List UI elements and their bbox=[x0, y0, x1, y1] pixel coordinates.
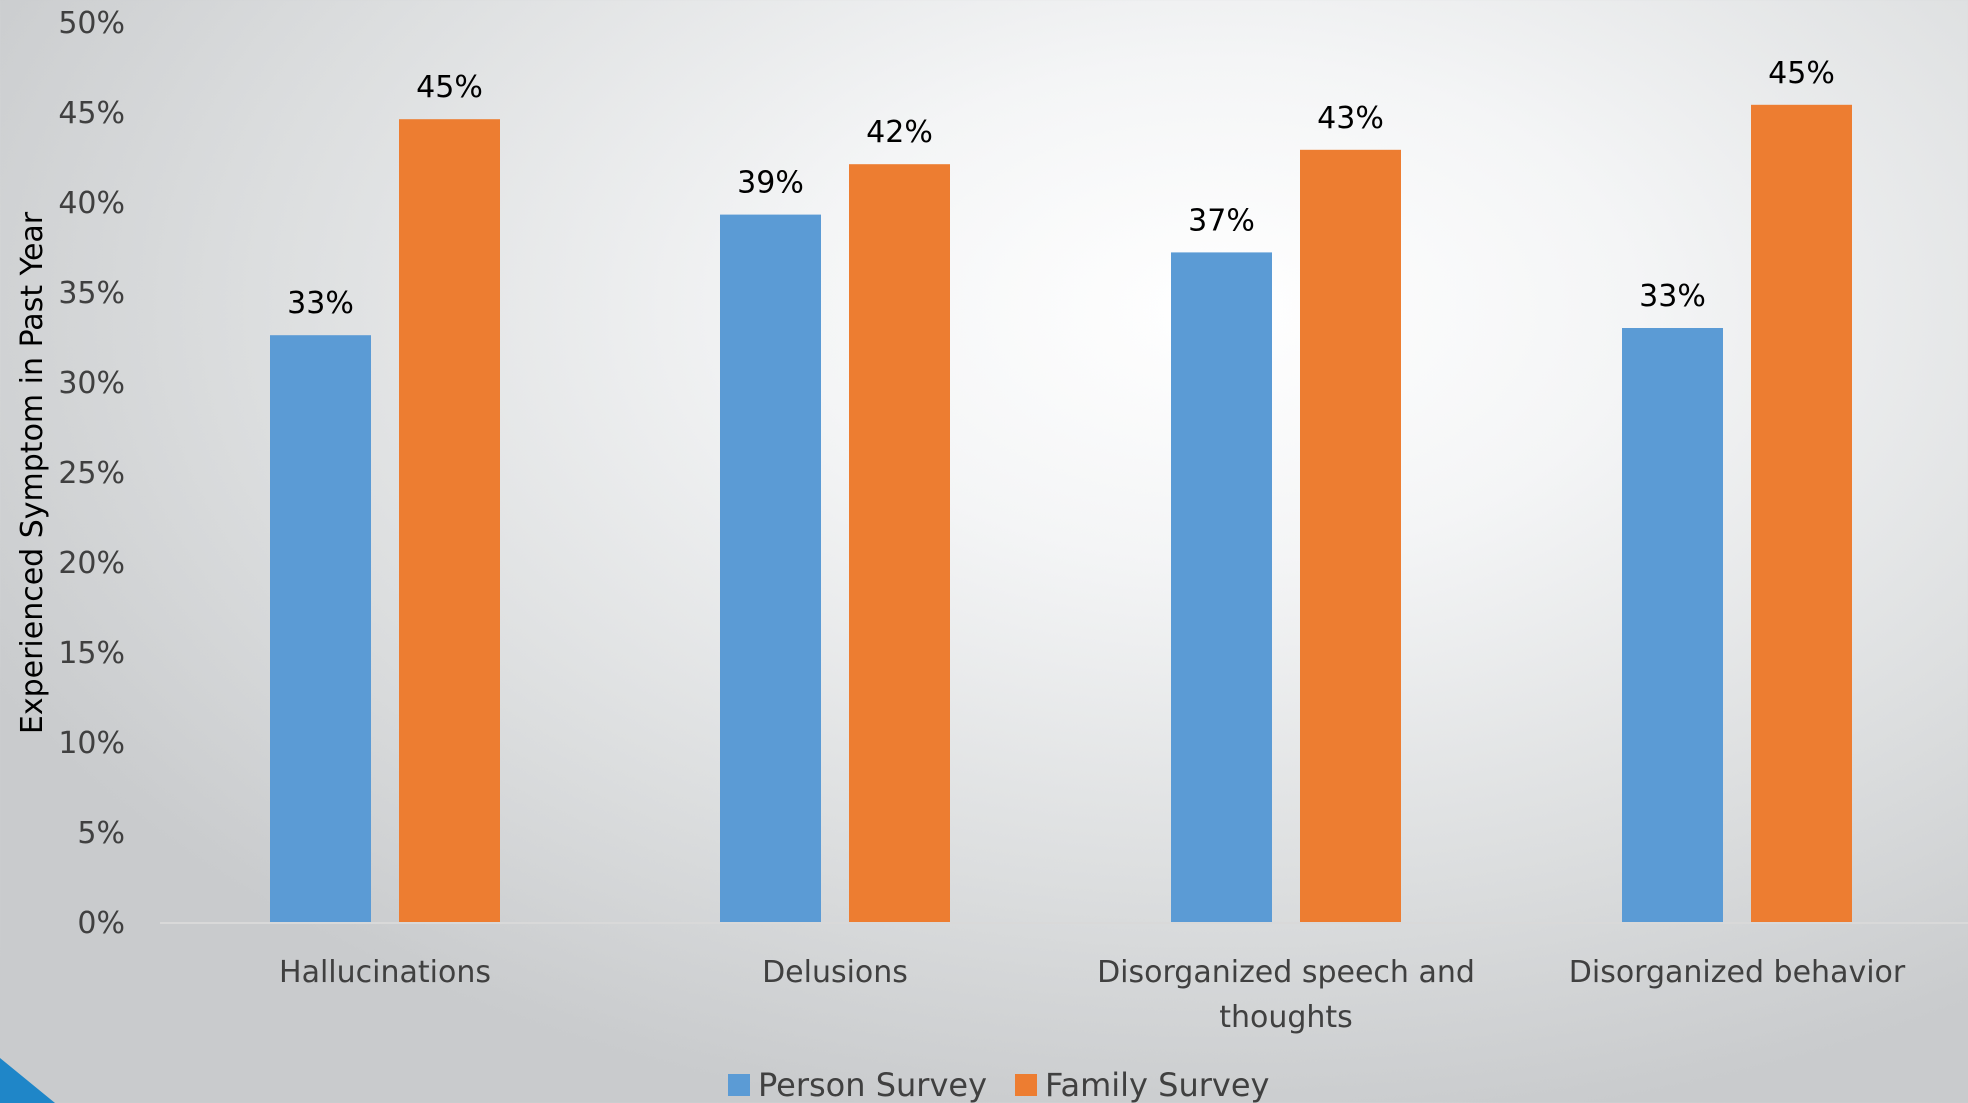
data-label: 37% bbox=[1188, 203, 1255, 238]
y-tick-label: 10% bbox=[58, 726, 125, 761]
legend-swatch-person bbox=[728, 1074, 750, 1096]
y-tick-label: 25% bbox=[58, 456, 125, 491]
y-axis-title: Experienced Symptom in Past Year bbox=[15, 211, 50, 734]
data-label: 33% bbox=[1639, 279, 1706, 314]
bar-person-0 bbox=[270, 335, 371, 922]
y-tick-label: 5% bbox=[77, 816, 125, 851]
data-label: 42% bbox=[866, 115, 933, 150]
category-label: Delusions bbox=[762, 955, 908, 990]
data-label: 43% bbox=[1317, 101, 1384, 136]
data-label: 45% bbox=[1768, 56, 1835, 91]
data-label: 39% bbox=[737, 166, 804, 201]
y-tick-label: 0% bbox=[77, 906, 125, 941]
data-label: 33% bbox=[287, 286, 354, 321]
legend: Person Survey Family Survey bbox=[728, 1066, 1269, 1103]
y-tick-label: 45% bbox=[58, 96, 125, 131]
y-tick-label: 50% bbox=[58, 6, 125, 41]
category-label: Disorganized speech and thoughts bbox=[1097, 955, 1475, 1035]
data-labels: 33% 39% 37% 33% 45% 42% 43% 45% bbox=[287, 56, 1835, 321]
category-labels: Hallucinations Delusions Disorganized spee… bbox=[279, 955, 1906, 1035]
y-tick-label: 40% bbox=[58, 186, 125, 221]
y-axis-ticks: 0% 5% 10% 15% 20% 25% 30% 35% 40% 45% 50% bbox=[58, 6, 125, 941]
category-label: Hallucinations bbox=[279, 955, 491, 990]
legend-label: Person Survey bbox=[758, 1066, 987, 1103]
category-label: Disorganized behavior bbox=[1569, 955, 1906, 990]
corner-accent bbox=[0, 1058, 55, 1103]
bar-family-0 bbox=[399, 119, 500, 922]
bar-person-1 bbox=[720, 214, 821, 923]
bar-person-3 bbox=[1622, 328, 1723, 922]
legend-swatch-family bbox=[1015, 1074, 1037, 1096]
legend-label: Family Survey bbox=[1045, 1066, 1269, 1103]
bar-family-1 bbox=[849, 164, 950, 922]
data-label: 45% bbox=[416, 70, 483, 105]
y-tick-label: 35% bbox=[58, 276, 125, 311]
bar-family-2 bbox=[1300, 149, 1401, 923]
bar-family-3 bbox=[1751, 104, 1852, 923]
y-tick-label: 15% bbox=[58, 636, 125, 671]
bars bbox=[270, 104, 1852, 923]
y-tick-label: 20% bbox=[58, 546, 125, 581]
y-tick-label: 30% bbox=[58, 366, 125, 401]
bar-person-2 bbox=[1171, 252, 1272, 922]
